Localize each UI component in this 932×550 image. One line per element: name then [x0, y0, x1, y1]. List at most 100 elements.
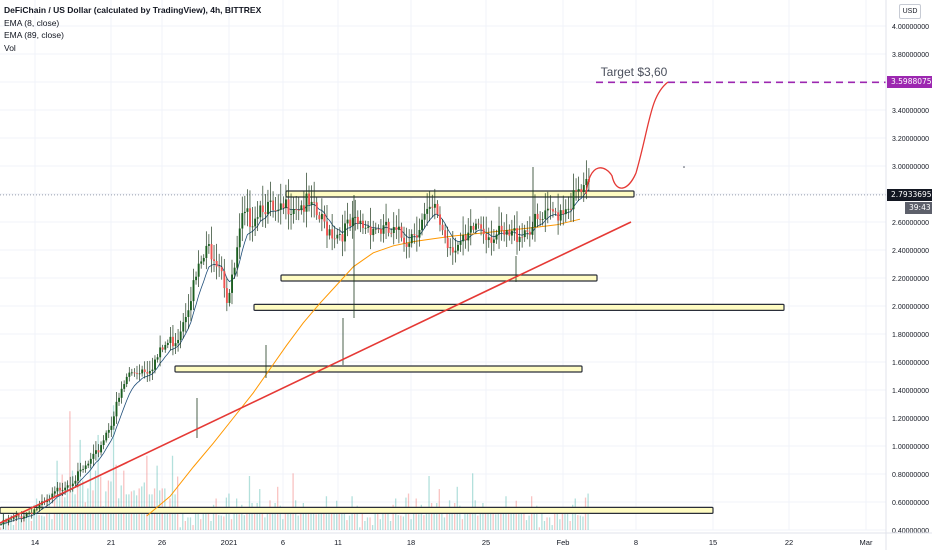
candle-body	[74, 480, 77, 484]
zone-rectangle[interactable]	[0, 506, 714, 514]
candle-body	[505, 230, 508, 235]
volume-bar	[520, 511, 523, 530]
volume-bar	[23, 513, 25, 530]
candle-body	[400, 226, 403, 238]
candle-body	[290, 214, 293, 215]
symbol-title[interactable]: DeFiChain / US Dollar (calculated by Tra…	[4, 5, 262, 15]
candle-body	[305, 193, 308, 212]
time-axis[interactable]: 14 21 26 2021 6 11 18 25 Feb 8 15 22 Mar	[0, 532, 932, 547]
volume-bar	[123, 470, 125, 530]
volume-bar	[384, 513, 387, 530]
candle-body	[82, 469, 85, 470]
candle-body	[302, 205, 305, 212]
time-tick-label: 14	[31, 538, 39, 547]
candle-body	[25, 513, 28, 517]
volume-bar	[330, 513, 333, 530]
zone-rectangle[interactable]	[174, 365, 583, 373]
volume-bar	[205, 513, 207, 530]
candle-body	[472, 225, 475, 230]
volume-bar	[5, 521, 7, 530]
candle-body	[115, 401, 118, 417]
volume-bar	[238, 514, 240, 530]
volume-bar	[343, 511, 346, 530]
projection-curve[interactable]	[585, 81, 669, 195]
volume-bar	[400, 515, 402, 530]
volume-bar	[300, 509, 302, 530]
candle-body	[544, 210, 547, 220]
volume-bar	[69, 411, 71, 530]
zone-rectangle[interactable]	[280, 274, 598, 282]
candle-body	[500, 225, 503, 231]
volume-bar	[336, 500, 338, 530]
volume-bar	[495, 514, 497, 530]
candle-body	[469, 225, 472, 233]
candle-body	[415, 235, 418, 238]
candle-body	[513, 228, 516, 231]
volume-bar	[548, 517, 551, 530]
target-annotation[interactable]: Target $3,60	[601, 65, 668, 79]
volume-bar	[523, 511, 525, 530]
price-tick-label: 1.80000000	[892, 332, 929, 339]
candle-body	[385, 221, 388, 226]
candle-body	[112, 416, 115, 426]
candle-body	[107, 429, 110, 433]
candle-body	[172, 336, 174, 347]
volume-bar	[295, 500, 297, 530]
trend-line[interactable]	[0, 221, 632, 524]
candle-body	[521, 236, 524, 238]
candle-body	[71, 483, 74, 487]
volume-bar	[248, 476, 251, 530]
volume-bar	[243, 515, 245, 530]
candle-body	[138, 373, 141, 375]
volume-bar	[10, 517, 12, 530]
candle-body	[552, 209, 554, 212]
candle-body	[395, 226, 398, 230]
ema8-line	[0, 189, 590, 525]
volume-bar	[328, 513, 330, 530]
target-price-badge: 3.59880759	[887, 76, 932, 89]
candle-body	[92, 453, 95, 459]
volume-bar	[184, 521, 186, 530]
volume-bar	[323, 508, 325, 530]
candle-body	[495, 234, 498, 240]
candle-body	[503, 230, 506, 235]
volume-bar	[513, 511, 515, 530]
volume-bar	[230, 519, 233, 530]
zone-rectangle[interactable]	[253, 303, 785, 311]
candle-body	[449, 247, 452, 249]
price-tick-label: 1.20000000	[892, 416, 929, 423]
volume-bar	[320, 510, 322, 530]
currency-button[interactable]: USD	[899, 4, 921, 19]
candle-body	[51, 493, 54, 499]
support-resistance-zones[interactable]	[0, 190, 785, 514]
candle-body	[10, 518, 13, 520]
candle-body	[557, 212, 560, 221]
volume-bar	[307, 513, 310, 530]
indicator-volume[interactable]: Vol	[4, 42, 16, 53]
candle-body	[95, 450, 97, 454]
volume-bar	[200, 519, 202, 530]
indicator-ema8[interactable]: EMA (8, close)	[4, 17, 60, 28]
drawings[interactable]	[0, 81, 886, 524]
candle-body	[539, 218, 542, 220]
volume-bar	[110, 481, 112, 530]
candle-body	[5, 519, 8, 523]
volume-bar	[497, 511, 499, 530]
volume-bar	[333, 511, 335, 530]
volume-bar	[169, 498, 171, 530]
volume-bar	[359, 527, 361, 530]
candle-body	[125, 376, 128, 385]
candle-body	[454, 250, 457, 253]
candle-body	[89, 458, 92, 464]
candle-body	[205, 245, 208, 258]
candle-body	[433, 203, 436, 208]
ema89-line	[146, 218, 581, 517]
volume-bar	[348, 515, 351, 530]
candle-body	[0, 524, 2, 526]
time-tick-label: 6	[281, 538, 285, 547]
candle-body	[462, 235, 465, 242]
candlesticks	[0, 160, 590, 530]
indicator-ema89[interactable]: EMA (89, close)	[4, 30, 64, 40]
candle-body	[279, 203, 282, 210]
